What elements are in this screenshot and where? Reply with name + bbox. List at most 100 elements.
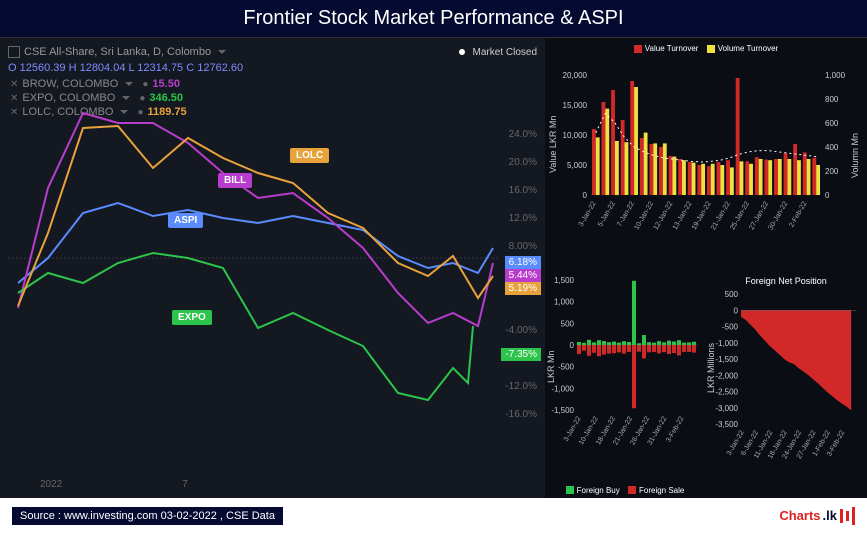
legend-label-value: Value Turnover [645,44,699,53]
netpos-axis-label: LKR Millions [706,343,716,393]
ohlc-l: 12314.75 [137,62,183,74]
turnover-chart-panel: Value Turnover Volume Turnover Value LKR… [545,38,867,268]
pct-axis-label: 5.19% [505,282,541,295]
x-axis-dates: 2022 7 [40,479,188,490]
pct-axis-label: -7.35% [501,348,541,361]
foreign-buysale-panel: LKR Mn -1,500-1,000-50005001,0001,5003-J… [545,268,705,498]
close-icon[interactable]: ✕ [10,93,18,104]
footer-bar: Source : www.investing.com 03-02-2022 , … [0,498,867,533]
legend-square-volume [707,45,715,53]
foreign-netpos-chart[interactable]: -3,500 -3,000 -2,500 -2,000 -1,500 -1,000 -500… [709,272,864,472]
pct-axis-label: -16.0% [501,408,541,421]
svg-text:400: 400 [825,143,839,152]
svg-text:-3,000: -3,000 [715,404,738,413]
header-bar: Frontier Stock Market Performance & ASPI [0,0,867,38]
svg-text:30-Jan-22: 30-Jan-22 [768,200,790,231]
svg-text:-3,500: -3,500 [715,420,738,429]
pct-axis-label: 24.0% [505,128,541,141]
ohlc-c: 12762.60 [197,62,243,74]
series-label: EXPO [172,310,212,325]
svg-text:19-Jan-22: 19-Jan-22 [691,200,713,231]
pct-axis-label: 8.00% [505,240,541,253]
logo-bar-icon [852,507,855,525]
svg-text:-1,500: -1,500 [715,355,738,364]
svg-text:10-Jan-22: 10-Jan-22 [633,200,655,231]
svg-text:800: 800 [825,95,839,104]
stock-value: 15.50 [152,78,180,90]
svg-text:13-Jan-22: 13-Jan-22 [672,200,694,231]
svg-text:500: 500 [561,319,575,328]
svg-text:0: 0 [825,191,830,200]
chart-header: CSE All-Share, Sri Lanka, D, Colombo Mar… [8,46,537,58]
stock-row[interactable]: ✕EXPO, COLOMBO●346.50 [8,92,537,104]
foreign-legend: Foreign Buy Foreign Sale [555,486,695,497]
foreign-net-panel: Foreign Net Position LKR Millions -3,500… [705,268,867,498]
dot-icon: ● [142,79,148,90]
pct-axis-label: 5.44% [505,269,541,282]
ohlc-o: 12560.39 [20,62,66,74]
svg-text:5,000: 5,000 [567,161,588,170]
legend-square-buy [566,486,574,494]
svg-text:-2,500: -2,500 [715,388,738,397]
svg-text:3-Feb-22: 3-Feb-22 [665,415,685,443]
net-position-title: Foreign Net Position [705,276,867,286]
stock-row[interactable]: ✕BROW, COLOMBO●15.50 [8,78,537,90]
svg-text:-2,000: -2,000 [715,371,738,380]
svg-text:200: 200 [825,167,839,176]
logo-lk-text: .lk [823,508,837,523]
pct-axis-label: 16.0% [505,184,541,197]
svg-text:2-Feb-22: 2-Feb-22 [788,200,808,228]
mode-icon[interactable] [8,46,20,58]
series-label: ASPI [168,213,203,228]
pct-axis-label: 20.0% [505,156,541,169]
chart-symbol: CSE All-Share, Sri Lanka, D, Colombo [24,46,211,58]
stock-value: 346.50 [149,92,183,104]
main-line-chart[interactable] [8,108,508,488]
chevron-down-icon[interactable] [218,50,226,54]
svg-text:-500: -500 [722,323,739,332]
foreign-buysale-chart[interactable]: -1,500-1,000-50005001,0001,5003-Jan-2210… [549,272,704,462]
logo-bar-icon [846,511,849,521]
close-icon[interactable]: ✕ [10,79,18,90]
pct-axis-label: -12.0% [501,380,541,393]
svg-text:5-Jan-22: 5-Jan-22 [597,200,617,228]
legend-label-volume: Volume Turnover [718,44,778,53]
turnover-left-axis-label: Value LKR Mn [548,116,558,173]
svg-text:600: 600 [825,119,839,128]
foreign-charts-row: LKR Mn -1,500-1,000-50005001,0001,5003-J… [545,268,867,498]
svg-text:3-Jan-22: 3-Jan-22 [578,200,598,228]
svg-text:-1,000: -1,000 [551,384,574,393]
turnover-bar-chart[interactable]: 0 5,000 10,000 15,000 20,000 0 200 400 600 800 1,0… [551,55,861,265]
svg-text:-1,500: -1,500 [551,406,574,415]
market-status-dot [459,49,465,55]
logo-charts-text: Charts [779,508,820,523]
svg-text:1,000: 1,000 [554,298,575,307]
svg-text:500: 500 [725,290,739,299]
svg-text:0: 0 [734,306,739,315]
svg-text:10,000: 10,000 [563,131,588,140]
logo-bar-icon [840,509,843,523]
chevron-down-icon[interactable] [125,82,133,86]
source-label: Source : www.investing.com 03-02-2022 , … [12,507,283,525]
turnover-legend: Value Turnover Volume Turnover [551,44,861,55]
svg-text:-1,000: -1,000 [715,339,738,348]
side-charts-panel: Value Turnover Volume Turnover Value LKR… [545,38,867,498]
series-label: BILL [218,173,252,188]
svg-text:20,000: 20,000 [563,71,588,80]
svg-text:27-Jan-22: 27-Jan-22 [748,200,770,231]
svg-text:0: 0 [583,191,588,200]
ohlc-row: O 12560.39 H 12804.04 L 12314.75 C 12762… [8,62,537,74]
svg-text:1,500: 1,500 [554,276,575,285]
page-title: Frontier Stock Market Performance & ASPI [243,7,623,30]
pct-axis-label: 6.18% [505,256,541,269]
legend-label-buy: Foreign Buy [577,486,620,495]
chevron-down-icon[interactable] [122,96,130,100]
svg-text:0: 0 [570,341,575,350]
svg-text:12-Jan-22: 12-Jan-22 [653,200,675,231]
svg-text:1,000: 1,000 [825,71,846,80]
svg-text:-500: -500 [558,363,575,372]
svg-text:21-Jan-22: 21-Jan-22 [710,200,732,231]
svg-text:15,000: 15,000 [563,101,588,110]
ohlc-h: 12804.04 [80,62,126,74]
foreign-axis-label: LKR Mn [546,350,556,383]
